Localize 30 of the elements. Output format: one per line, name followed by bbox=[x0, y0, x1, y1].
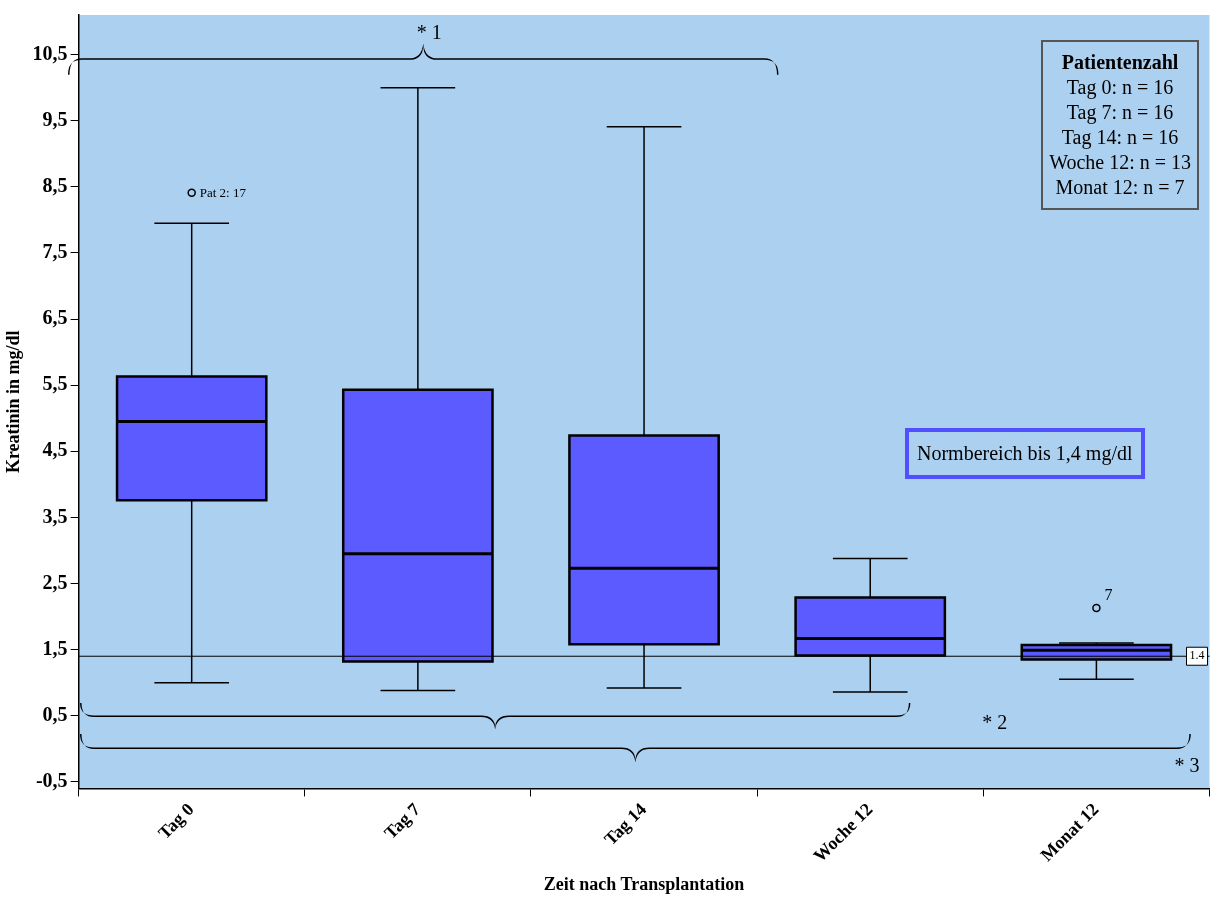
y-tick-label: 5,5 bbox=[42, 372, 68, 395]
y-tick-label: 10,5 bbox=[32, 41, 68, 64]
y-tick-label: 4,5 bbox=[42, 438, 68, 461]
annotation: * 1 bbox=[416, 20, 442, 44]
y-tick-label: 8,5 bbox=[42, 174, 68, 197]
norm-note: Normbereich bis 1,4 mg/dl bbox=[905, 428, 1145, 479]
y-tick-label: 0,5 bbox=[42, 702, 68, 725]
y-axis-title: Kreatinin in mg/dl bbox=[3, 330, 24, 474]
annotation: Pat 2: 17 bbox=[199, 185, 247, 201]
y-tick-label: 3,5 bbox=[42, 504, 68, 527]
x-axis-title: Zeit nach Transplantation bbox=[543, 873, 745, 894]
y-tick-label: 7,5 bbox=[42, 240, 68, 263]
annotation: Tag 7: n = 16 bbox=[1065, 100, 1175, 125]
y-tick-label: -0,5 bbox=[35, 769, 68, 792]
annotation: 7 bbox=[1104, 586, 1113, 604]
annotation: Tag 14: n = 16 bbox=[1060, 125, 1180, 150]
y-tick-label: 9,5 bbox=[42, 107, 68, 130]
annotation: * 2 bbox=[982, 710, 1008, 734]
annotation: * 3 bbox=[1174, 753, 1200, 777]
annotation: Monat 12: n = 7 bbox=[1054, 175, 1186, 200]
annotation: Patientenzahl bbox=[1060, 50, 1180, 75]
y-tick-label: 1,5 bbox=[42, 636, 68, 659]
x-tick-label: Tag 14 bbox=[600, 799, 651, 850]
x-tick-label: Tag 0 bbox=[154, 799, 198, 843]
ref-line-label: 1.4 bbox=[1189, 648, 1205, 663]
annotation: Woche 12: n = 13 bbox=[1049, 150, 1191, 175]
y-tick-label: 2,5 bbox=[42, 570, 68, 593]
x-tick-label: Tag 7 bbox=[380, 799, 424, 843]
y-tick-label: 6,5 bbox=[42, 306, 68, 329]
annotation: Tag 0: n = 16 bbox=[1065, 75, 1175, 100]
